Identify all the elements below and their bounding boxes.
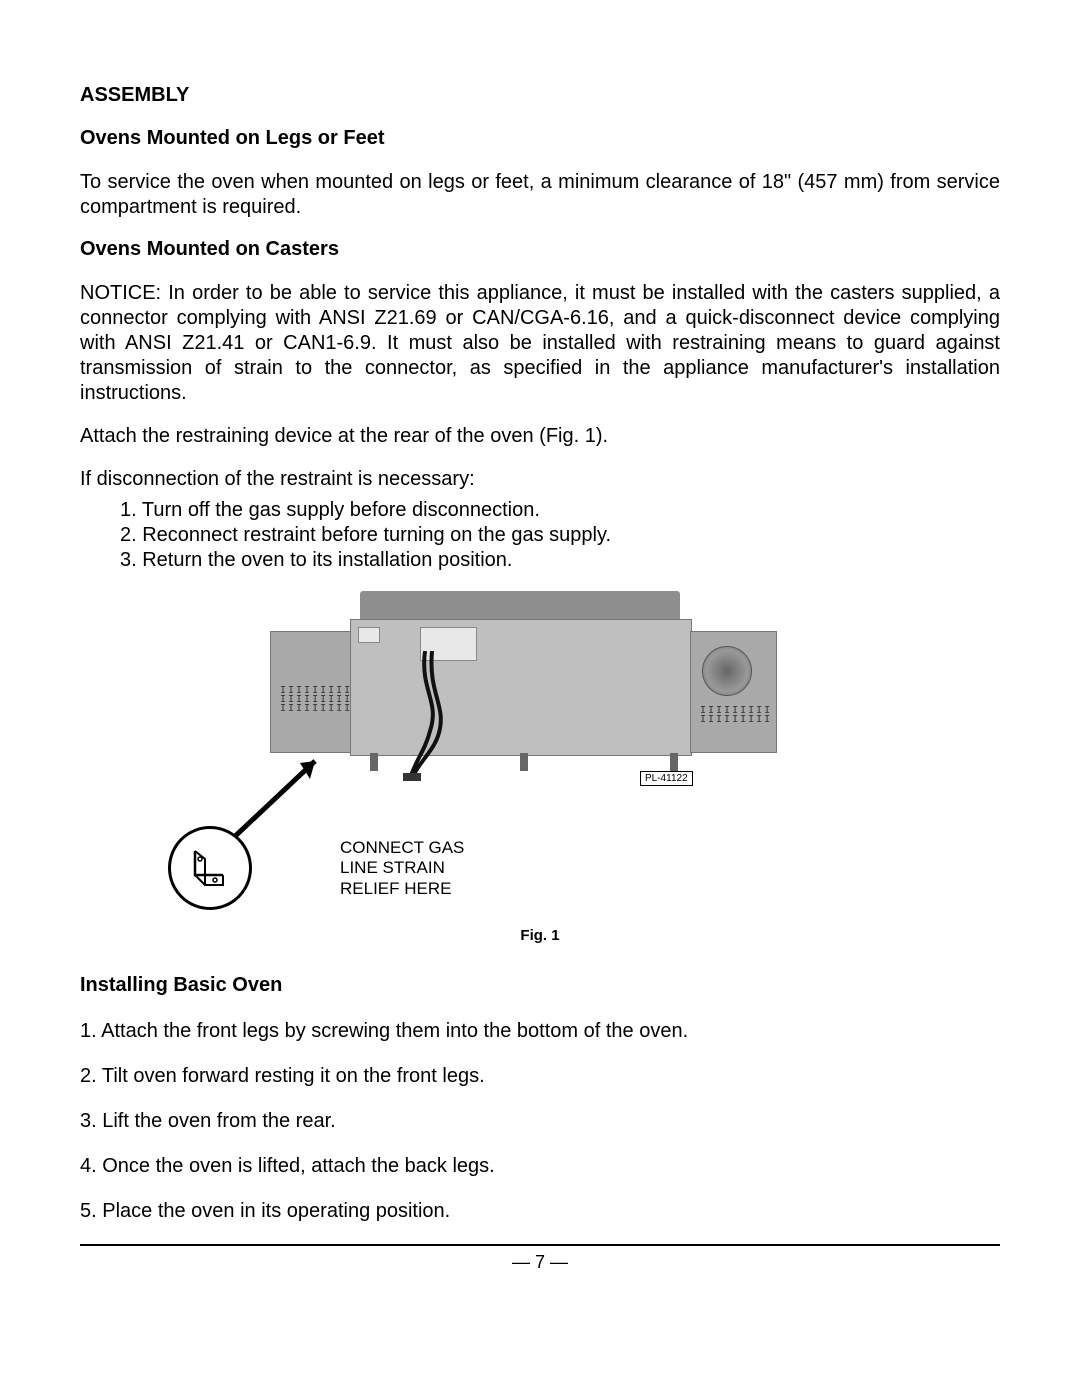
install-step: 2. Tilt oven forward resting it on the f…: [80, 1064, 1000, 1089]
callout-line: LINE STRAIN: [340, 858, 464, 878]
subheading-legs: Ovens Mounted on Legs or Feet: [80, 127, 1000, 150]
subheading-install: Installing Basic Oven: [80, 974, 1000, 997]
footer-rule: [80, 1244, 1000, 1246]
para-attach: Attach the restraining device at the rea…: [80, 424, 1000, 449]
callout-line: RELIEF HERE: [340, 879, 464, 899]
callout-text: CONNECT GAS LINE STRAIN RELIEF HERE: [340, 838, 464, 899]
callout-circle: [168, 826, 252, 910]
callout-line: CONNECT GAS: [340, 838, 464, 858]
para-disconnect-intro: If disconnection of the restraint is nec…: [80, 467, 1000, 492]
install-step: 5. Place the oven in its operating posit…: [80, 1199, 1000, 1224]
install-step: 3. Lift the oven from the rear.: [80, 1109, 1000, 1134]
install-step: 4. Once the oven is lifted, attach the b…: [80, 1154, 1000, 1179]
disconnect-step: 2. Reconnect restraint before turning on…: [120, 523, 1000, 548]
plate-id-label: PL-41122: [640, 771, 693, 786]
para-notice: NOTICE: In order to be able to service t…: [80, 281, 1000, 406]
page: ASSEMBLY Ovens Mounted on Legs or Feet T…: [0, 0, 1080, 1397]
oven-illustration: IIIIIIIIIIIIIIIIIIIIIIIIIII IIIIIIIIIIII…: [270, 591, 790, 771]
para-legs: To service the oven when mounted on legs…: [80, 170, 1000, 220]
disconnect-step: 1. Turn off the gas supply before discon…: [120, 498, 1000, 523]
install-steps-list: 1. Attach the front legs by screwing the…: [80, 1019, 1000, 1224]
figure-1: IIIIIIIIIIIIIIIIIIIIIIIIIII IIIIIIIIIIII…: [80, 591, 1000, 921]
bracket-icon: [189, 849, 229, 889]
subheading-casters: Ovens Mounted on Casters: [80, 238, 1000, 261]
figure-caption: Fig. 1: [80, 927, 1000, 944]
disconnect-step: 3. Return the oven to its installation p…: [120, 548, 1000, 573]
section-title-assembly: ASSEMBLY: [80, 84, 1000, 107]
install-step: 1. Attach the front legs by screwing the…: [80, 1019, 1000, 1044]
page-number: — 7 —: [80, 1252, 1000, 1273]
disconnect-steps-list: 1. Turn off the gas supply before discon…: [80, 498, 1000, 573]
